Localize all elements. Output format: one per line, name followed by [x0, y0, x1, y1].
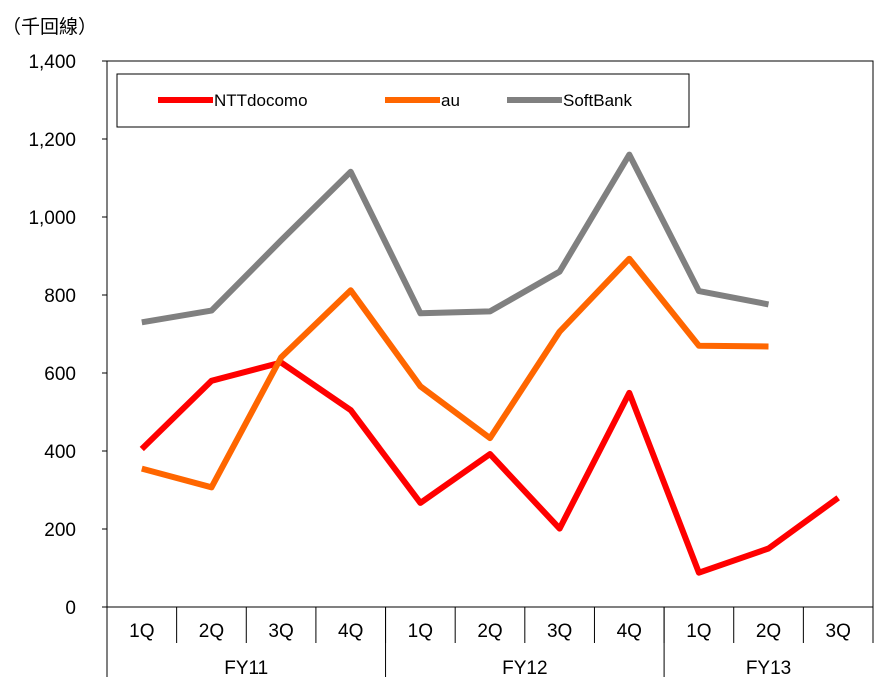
y-tick-label: 0	[65, 598, 76, 619]
x-tick-label: 1Q	[686, 621, 711, 642]
y-tick-label: 200	[44, 520, 76, 541]
x-tick-label: 2Q	[477, 621, 502, 642]
y-tick-label: 1,400	[28, 52, 76, 73]
legend-label: NTTdocomo	[214, 91, 308, 110]
x-tick-label: 3Q	[826, 621, 851, 642]
axes	[107, 61, 873, 607]
unit-label: （千回線）	[2, 16, 97, 38]
x-tick-label: 4Q	[617, 621, 642, 642]
x-tick-label: 4Q	[338, 621, 363, 642]
y-tick-label: 800	[44, 286, 76, 307]
x-tick-label: 3Q	[547, 621, 572, 642]
fiscal-year-groups: FY11 FY12 FY13	[107, 607, 791, 677]
group-label: FY12	[502, 658, 547, 677]
plot-area-border	[107, 61, 873, 607]
series-line-softbank	[142, 155, 769, 323]
x-axis-ticks: 1Q 2Q 3Q 4Q 1Q 2Q 3Q 4Q 1Q 2Q 3Q	[107, 607, 873, 643]
series-lines	[142, 155, 839, 573]
y-tick-label: 1,000	[28, 208, 76, 229]
y-tick-label: 1,200	[28, 130, 76, 151]
y-tick-label: 400	[44, 442, 76, 463]
x-tick-label: 1Q	[129, 621, 154, 642]
series-line-nttdocomo	[142, 363, 838, 573]
x-tick-label: 2Q	[199, 621, 224, 642]
group-label: FY13	[746, 658, 791, 677]
x-tick-label: 2Q	[756, 621, 781, 642]
legend-label: au	[441, 91, 460, 110]
group-label: FY11	[224, 658, 268, 677]
x-tick-label: 1Q	[408, 621, 433, 642]
x-tick-label: 3Q	[268, 621, 293, 642]
y-axis-ticks: 0 200 400 600 800 1,000 1,200 1,400	[28, 52, 107, 619]
legend-label: SoftBank	[563, 91, 632, 110]
legend: NTTdocomo au SoftBank	[117, 74, 689, 127]
y-tick-label: 600	[44, 364, 76, 385]
